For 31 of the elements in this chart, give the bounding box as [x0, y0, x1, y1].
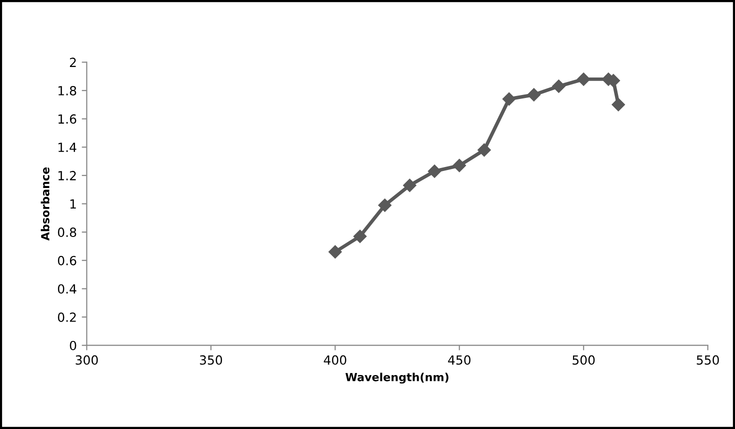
x-axis-title: Wavelength(nm) [346, 372, 448, 384]
point [478, 143, 491, 157]
point [353, 230, 367, 243]
x-tick-label: 400 [324, 355, 346, 365]
x-tick-label: 300 [76, 355, 98, 365]
point [552, 80, 566, 93]
y-tick-label: 1.8 [58, 86, 76, 96]
y-tick-label: 1.6 [58, 114, 76, 124]
x-tick-label: 550 [696, 355, 719, 365]
point [527, 88, 540, 102]
point [328, 245, 342, 258]
y-tick-label: 0.6 [58, 256, 76, 266]
point [502, 92, 516, 106]
x-tick-label: 500 [572, 355, 595, 365]
y-tick-label: 0.4 [58, 284, 76, 294]
x-tick-label: 350 [200, 355, 222, 365]
point [403, 178, 416, 192]
y-tick-label: 0.8 [58, 228, 76, 238]
y-tick-label: 0 [70, 340, 76, 350]
point [428, 164, 442, 178]
point [612, 98, 625, 112]
y-tick-label: 2 [70, 58, 76, 67]
y-tick-label: 1 [70, 199, 76, 209]
point [452, 158, 466, 172]
y-tick-label: 1.2 [58, 170, 76, 180]
x-tick-label: 450 [448, 355, 470, 365]
y-tick-label: 0.2 [58, 312, 76, 322]
point [577, 72, 590, 86]
y-tick-label: 1.4 [58, 142, 76, 152]
y-axis-title: Absorbance [40, 167, 50, 241]
point [378, 198, 392, 212]
